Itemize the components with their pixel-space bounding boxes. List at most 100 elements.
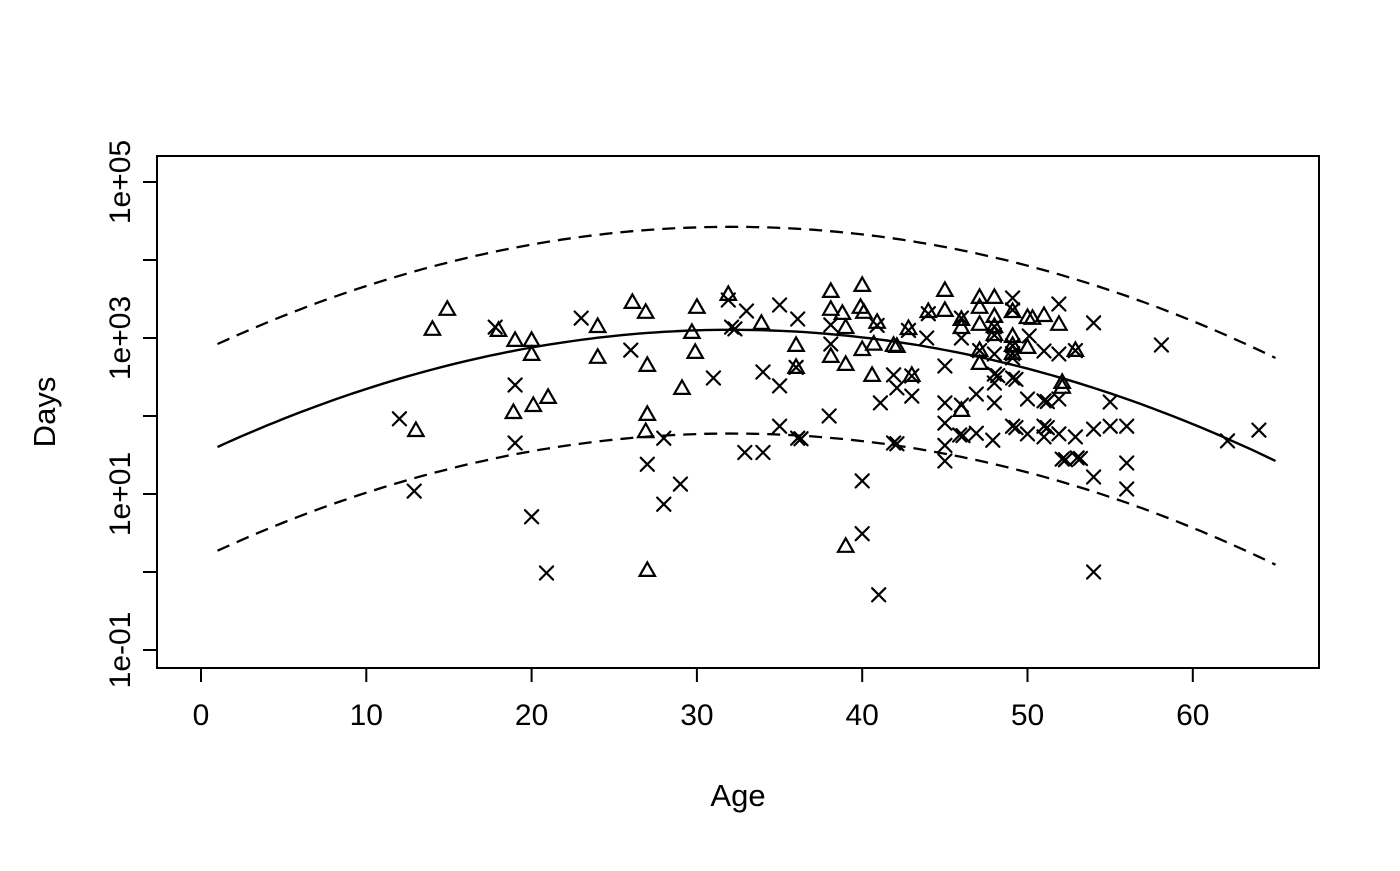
x-tick-label: 40 [846, 699, 879, 732]
data-point-triangle [422, 319, 442, 336]
data-point-cross [1085, 564, 1102, 580]
data-point-triangle [538, 387, 558, 404]
plot-box [156, 155, 1320, 669]
data-point-cross [1072, 450, 1089, 467]
data-point-triangle [970, 314, 990, 331]
x-axis-title: Age [710, 778, 765, 813]
data-point-cross [1019, 391, 1036, 407]
data-point-triangle [821, 299, 841, 316]
data-point-cross [623, 342, 639, 358]
data-point-triangle [898, 318, 919, 336]
data-point-triangle [588, 347, 608, 364]
data-point-triangle [672, 378, 692, 395]
upper-band-curve [217, 225, 1276, 360]
data-point-cross [968, 425, 984, 441]
data-point-cross [1036, 418, 1052, 434]
data-point-triangle [1052, 377, 1072, 394]
data-point-cross [1021, 328, 1037, 344]
data-point-triangle [588, 316, 608, 334]
data-point-cross [1102, 394, 1118, 410]
data-point-triangle [786, 335, 806, 352]
data-point-cross [854, 526, 870, 542]
data-point-triangle [637, 560, 657, 577]
fit-line [217, 328, 1277, 462]
data-point-cross [889, 436, 905, 452]
data-point-triangle [935, 300, 955, 317]
data-point-cross [755, 364, 771, 380]
data-point-cross [1036, 343, 1052, 359]
lower-band-curve [217, 432, 1276, 566]
data-point-triangle [984, 324, 1004, 342]
data-point-triangle [984, 306, 1004, 323]
data-point-cross [871, 587, 887, 603]
data-point-cross [823, 317, 839, 333]
data-point-cross [937, 437, 953, 454]
data-point-cross [793, 431, 809, 447]
data-point-triangle [437, 299, 457, 316]
data-point-triangle [832, 303, 852, 320]
data-point-triangle [685, 342, 705, 359]
data-point-cross [1008, 371, 1024, 388]
data-point-triangle [836, 317, 856, 335]
data-point-cross [937, 453, 953, 469]
data-point-triangle [935, 280, 955, 297]
data-point-triangle [1003, 335, 1023, 352]
data-point-triangle [821, 281, 841, 298]
data-point-cross [656, 496, 672, 512]
data-point-triangle [836, 354, 856, 371]
data-point-triangle [984, 287, 1004, 304]
data-point-triangle [1003, 301, 1023, 319]
data-point-cross [705, 370, 722, 386]
x-tick-label: 60 [1176, 699, 1209, 732]
data-point-triangle [637, 355, 657, 372]
data-point-triangle [836, 536, 856, 553]
data-point-cross [885, 435, 902, 451]
data-point-triangle [862, 365, 882, 382]
data-point-cross [986, 375, 1003, 391]
data-point-cross [1067, 429, 1084, 445]
data-point-cross [406, 483, 422, 499]
y-tick-label: 1e+01 [104, 452, 137, 536]
data-point-cross [507, 377, 523, 393]
data-point-cross [952, 427, 968, 443]
x-tick-label: 10 [350, 699, 383, 732]
y-tick-label: 1e+03 [104, 296, 137, 380]
data-point-cross [1004, 346, 1021, 362]
data-point-triangle [637, 404, 657, 421]
data-point-cross [1251, 422, 1267, 438]
data-point-triangle [852, 275, 872, 292]
data-point-cross [869, 317, 885, 334]
data-point-cross [919, 330, 935, 346]
data-point-cross [1004, 370, 1021, 386]
data-point-triangle [970, 353, 990, 370]
data-point-cross [953, 397, 970, 413]
data-point-triangle [622, 292, 642, 309]
data-point-triangle [1034, 305, 1054, 323]
data-point-cross [771, 418, 788, 434]
data-point-cross [1008, 419, 1024, 436]
data-point-cross [1039, 419, 1056, 436]
data-point-cross [538, 565, 555, 581]
data-point-cross [885, 367, 902, 383]
data-point-cross [720, 292, 736, 308]
data-point-cross [523, 509, 540, 525]
data-point-cross [904, 388, 920, 404]
data-point-triangle [1022, 308, 1043, 325]
data-point-triangle [505, 330, 525, 347]
data-point-triangle [884, 335, 904, 352]
data-point-cross [872, 395, 889, 411]
data-point-cross [1004, 302, 1021, 318]
data-point-cross [900, 322, 917, 339]
data-point-triangle [523, 395, 543, 413]
data-point-cross [920, 306, 936, 322]
data-point-cross [1004, 290, 1021, 306]
y-tick-label: 1e-01 [104, 612, 137, 689]
data-point-cross [1054, 451, 1070, 467]
data-point-triangle [682, 322, 702, 339]
data-point-cross [1051, 426, 1067, 442]
data-point-cross [904, 368, 920, 384]
data-point-cross [1004, 418, 1021, 434]
data-point-cross [771, 297, 788, 313]
data-point-cross [1019, 426, 1036, 442]
